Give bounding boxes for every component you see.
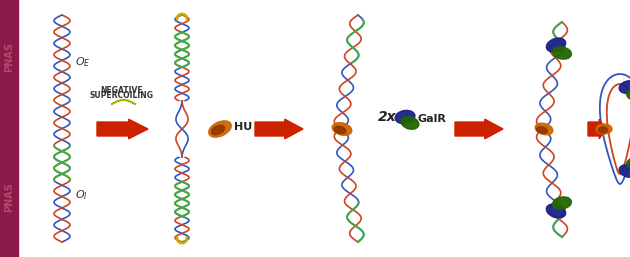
Text: O$_I$: O$_I$ (75, 188, 88, 202)
Text: O$_E$: O$_E$ (75, 55, 91, 69)
Ellipse shape (334, 126, 346, 134)
FancyArrow shape (255, 119, 303, 139)
Ellipse shape (553, 47, 571, 59)
Ellipse shape (627, 157, 630, 169)
Ellipse shape (546, 204, 566, 218)
Ellipse shape (619, 81, 630, 93)
Ellipse shape (395, 110, 415, 124)
Text: GalR: GalR (418, 114, 447, 124)
Ellipse shape (619, 165, 630, 177)
Bar (0, 0, 18, 257)
Ellipse shape (209, 121, 231, 137)
Ellipse shape (537, 127, 547, 133)
Ellipse shape (598, 127, 607, 133)
FancyArrow shape (588, 119, 606, 139)
Ellipse shape (546, 38, 566, 52)
Ellipse shape (627, 89, 630, 100)
FancyArrow shape (97, 119, 148, 139)
Text: PNAS: PNAS (4, 42, 14, 72)
Ellipse shape (536, 123, 553, 135)
Text: NEGATIVE: NEGATIVE (101, 86, 143, 95)
Ellipse shape (172, 101, 192, 157)
Ellipse shape (212, 125, 224, 135)
Ellipse shape (553, 197, 571, 209)
Ellipse shape (332, 123, 352, 135)
Text: SUPERCOILING: SUPERCOILING (90, 91, 154, 100)
Ellipse shape (401, 117, 419, 129)
Text: PNAS: PNAS (4, 182, 14, 212)
Text: 2x: 2x (378, 110, 397, 124)
Ellipse shape (596, 124, 612, 134)
Text: HU: HU (234, 122, 252, 132)
FancyArrow shape (455, 119, 503, 139)
